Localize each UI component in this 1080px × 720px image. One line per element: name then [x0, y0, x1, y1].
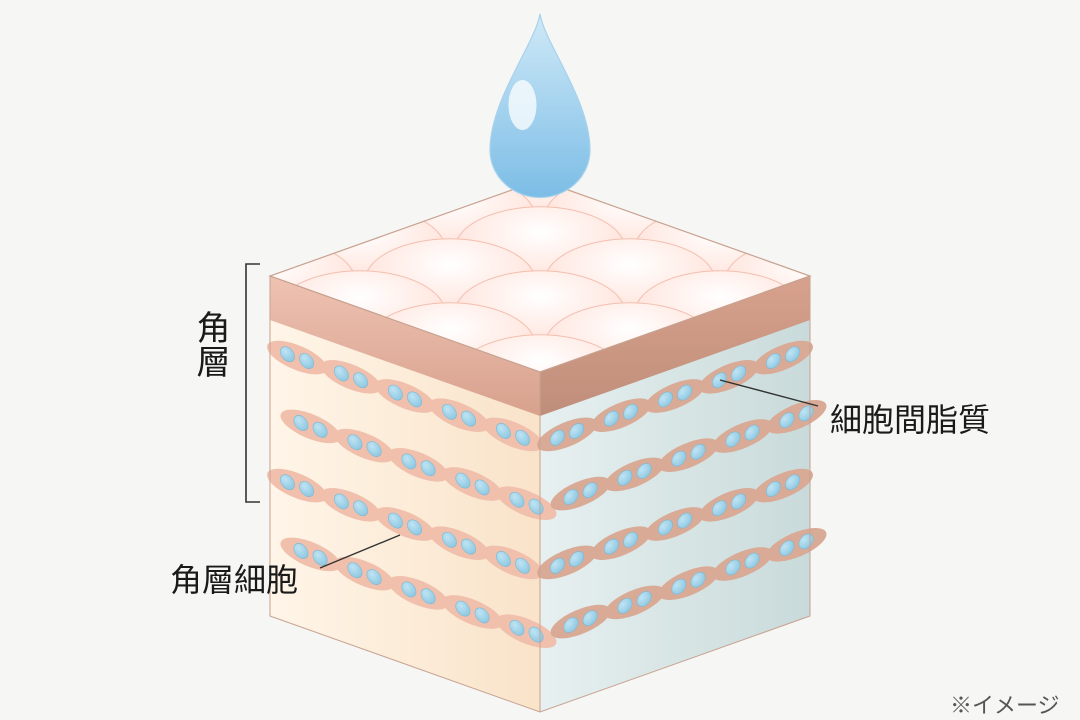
water-drop-highlight: [509, 80, 537, 130]
diagram-svg: [0, 0, 1080, 720]
caption-image-note: ※イメージ: [950, 688, 1060, 720]
diagram-stage: 角層 角層細胞 細胞間脂質 ※イメージ: [0, 0, 1080, 720]
label-stratum-corneum: 角層: [185, 310, 234, 378]
water-drop: [490, 14, 590, 198]
bracket-stratum-corneum: [246, 264, 260, 502]
label-corneocyte: 角層細胞: [170, 555, 298, 601]
label-intercellular-lipid: 細胞間脂質: [830, 395, 990, 441]
